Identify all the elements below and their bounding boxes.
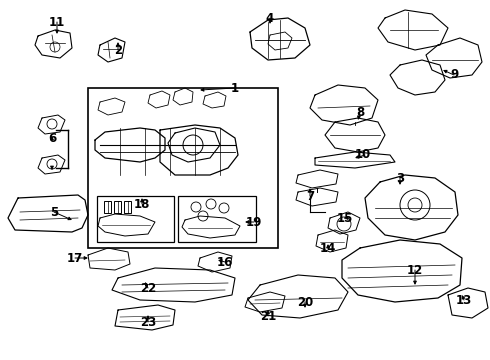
Text: 21: 21 (260, 310, 276, 323)
Text: 14: 14 (320, 242, 336, 255)
Bar (178, 196, 256, 242)
Text: 4: 4 (266, 12, 274, 24)
Text: 16: 16 (217, 256, 233, 269)
Text: 8: 8 (356, 105, 364, 118)
Text: 5: 5 (50, 206, 58, 219)
Text: 17: 17 (67, 252, 83, 265)
Bar (104, 201, 111, 213)
Text: 1: 1 (231, 81, 239, 94)
Bar (88, 88, 278, 248)
Text: 10: 10 (355, 148, 371, 162)
Text: 23: 23 (140, 315, 156, 328)
Text: 12: 12 (407, 264, 423, 276)
Text: 11: 11 (49, 15, 65, 28)
Text: 13: 13 (456, 293, 472, 306)
Text: 7: 7 (306, 189, 314, 202)
Bar (114, 201, 121, 213)
Text: 20: 20 (297, 296, 313, 309)
Text: 18: 18 (134, 198, 150, 211)
Text: 15: 15 (337, 211, 353, 225)
Text: 2: 2 (114, 44, 122, 57)
Text: 9: 9 (450, 68, 458, 81)
Text: 22: 22 (140, 282, 156, 294)
Text: 6: 6 (48, 131, 56, 144)
Text: 19: 19 (246, 216, 262, 229)
Bar (124, 201, 131, 213)
Bar (97, 196, 174, 242)
Text: 3: 3 (396, 171, 404, 184)
